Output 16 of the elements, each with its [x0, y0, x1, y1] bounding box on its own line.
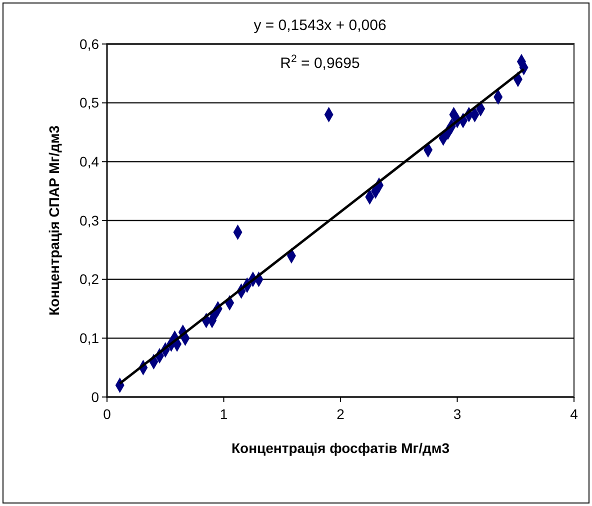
y-tick-label: 0,4: [80, 154, 100, 170]
y-tick-label: 0,3: [80, 212, 100, 228]
y-tick-label: 0,6: [80, 36, 100, 52]
y-tick-label: 0,2: [80, 271, 100, 288]
x-tick-label: 2: [336, 406, 345, 422]
x-tick-label: 1: [220, 406, 228, 422]
text: y = 0,1543x + 0,006: [254, 17, 386, 34]
y-axis-title: Концентрація СПАР Мг/дм3: [46, 125, 62, 316]
x-tick-label: 3: [453, 406, 462, 422]
y-tick-label: 0: [91, 388, 100, 405]
annotation: R$^{2}$ = 0,9695: [280, 53, 360, 72]
x-axis-title: Концентрація фосфатів Мг/дм3: [231, 440, 450, 456]
x-tick-label: 4: [570, 406, 578, 422]
y-tick-label: 0,5: [80, 94, 100, 111]
y-tick-label: 0,1: [80, 330, 100, 346]
x-tick-label: 0: [103, 406, 112, 422]
